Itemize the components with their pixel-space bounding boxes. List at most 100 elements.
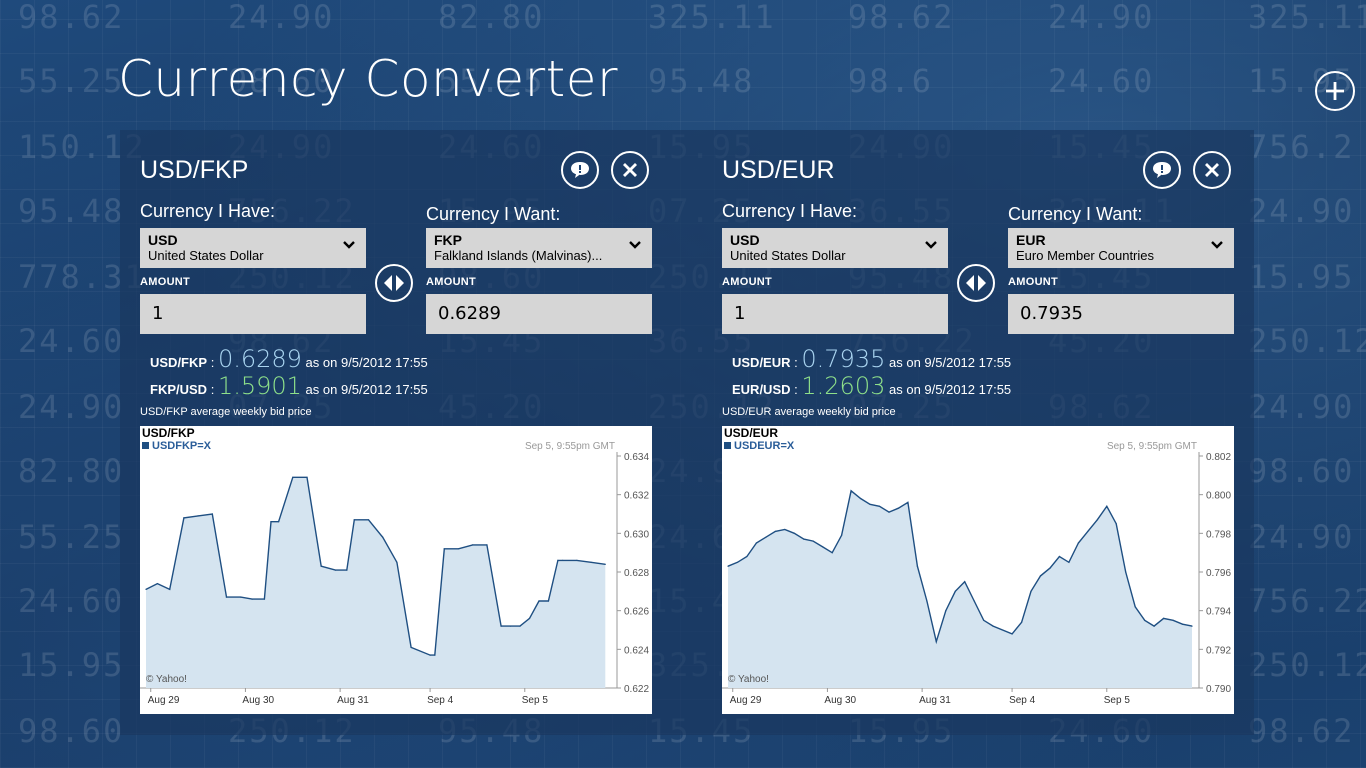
data-point — [1068, 561, 1070, 563]
x-tick-label: Sep 4 — [427, 695, 454, 706]
x-tick-label: Aug 30 — [824, 695, 856, 706]
swap-currencies-button[interactable] — [375, 264, 413, 302]
data-point — [292, 476, 294, 478]
data-point — [878, 505, 881, 507]
chart-timestamp: Sep 5, 9:55pm GMT — [525, 441, 615, 452]
background-number: 756.2 — [1248, 128, 1355, 166]
data-point — [145, 588, 147, 590]
currency-name: United States Dollar — [148, 248, 264, 263]
background-number: 95.48 — [648, 62, 755, 100]
x-tick-label: Aug 30 — [242, 695, 274, 706]
data-point — [486, 544, 488, 546]
rate-timestamp: as on 9/5/2012 17:55 — [889, 355, 1012, 370]
amount-have-label: AMOUNT — [722, 276, 773, 288]
y-tick-label: 0.790 — [1206, 684, 1231, 695]
data-point — [803, 538, 805, 540]
currency-want-select[interactable]: FKP Falkland Islands (Malvinas)... — [426, 228, 652, 268]
data-point — [1096, 519, 1098, 521]
page-title: Currency Converter — [118, 50, 619, 108]
rate-timestamp: as on 9/5/2012 17:55 — [305, 382, 428, 397]
legend-label: USDEUR=X — [734, 440, 795, 452]
data-point — [353, 519, 355, 521]
data-point — [1049, 567, 1051, 569]
y-tick-label: 0.796 — [1206, 568, 1231, 579]
data-point — [382, 536, 384, 538]
add-pair-button[interactable] — [1315, 71, 1355, 111]
data-point — [510, 625, 512, 627]
currency-name: United States Dollar — [730, 248, 846, 263]
currency-card-usd-eur: USD/EUR Currency I Have: Currency I Want… — [702, 130, 1234, 730]
rate-value: 1.2603 — [801, 372, 886, 400]
amount-want-input[interactable]: 0.7935 — [1008, 294, 1234, 334]
data-point — [211, 513, 213, 515]
chart-caption: USD/EUR average weekly bid price — [722, 406, 896, 418]
data-point — [263, 598, 265, 600]
data-point — [793, 532, 795, 534]
background-number: 82.80 — [18, 452, 125, 490]
background-number: 756.22 — [1248, 582, 1366, 620]
y-tick-label: 0.792 — [1206, 645, 1231, 656]
currency-name: Euro Member Countries — [1016, 248, 1154, 263]
data-point — [992, 625, 994, 627]
currency-have-select[interactable]: USD United States Dollar — [722, 228, 948, 268]
plus-icon — [1326, 82, 1344, 100]
data-point — [1125, 571, 1127, 573]
chart-usd-fkp: USD/FKP USDFKP=X Sep 5, 9:55pm GMT 0.622 0.6… — [140, 426, 652, 714]
data-point — [1153, 625, 1155, 627]
comment-button[interactable] — [1143, 151, 1181, 189]
data-point — [604, 563, 606, 565]
data-point — [1163, 617, 1165, 619]
amount-have-input[interactable]: 1 — [722, 294, 948, 334]
amount-want-input[interactable]: 0.6289 — [426, 294, 652, 334]
currency-have-label: Currency I Have: — [140, 201, 276, 221]
rate-separator: : — [794, 382, 798, 397]
swap-currencies-button[interactable] — [957, 264, 995, 302]
data-point — [1172, 619, 1174, 621]
x-tick-label: Aug 29 — [730, 695, 762, 706]
amount-have-input[interactable]: 1 — [140, 294, 366, 334]
data-point — [547, 600, 549, 602]
rate-line-inverse: EUR/USD : 1.2603 as on 9/5/2012 17:55 — [732, 372, 1011, 400]
background-number: 24.90 — [1048, 0, 1155, 36]
rate-line-primary: USD/FKP : 0.6289 as on 9/5/2012 17:55 — [150, 345, 428, 373]
background-number: 98.62 — [18, 0, 125, 36]
data-point — [590, 561, 592, 563]
data-point — [434, 654, 436, 656]
data-point — [812, 540, 814, 542]
data-point — [443, 548, 445, 550]
rate-pair: EUR/USD — [732, 382, 791, 397]
data-point — [240, 596, 242, 598]
data-point — [429, 654, 431, 656]
close-icon — [1205, 163, 1219, 177]
background-number: 98.60 — [1248, 452, 1355, 490]
amount-want-label: AMOUNT — [426, 276, 477, 288]
y-tick-label: 0.802 — [1206, 452, 1231, 463]
comment-button[interactable] — [561, 151, 599, 189]
currency-want-label: Currency I Want: — [1008, 204, 1143, 224]
background-number: 55.25 — [438, 62, 545, 100]
currency-card-usd-fkp: USD/FKP Currency I Have: Currency I Want… — [120, 130, 652, 730]
y-tick-label: 0.624 — [624, 645, 649, 656]
background-number: 24.90 — [1248, 388, 1355, 426]
chevron-down-icon — [343, 241, 355, 249]
data-point — [225, 596, 228, 598]
data-point — [538, 600, 540, 602]
rate-separator: : — [210, 382, 215, 397]
data-point — [1134, 606, 1136, 608]
y-tick-label: 0.626 — [624, 607, 649, 618]
close-card-button[interactable] — [611, 151, 649, 189]
rate-timestamp: as on 9/5/2012 17:55 — [305, 355, 428, 370]
chevron-down-icon — [1211, 241, 1223, 249]
close-card-button[interactable] — [1193, 151, 1231, 189]
currency-have-select[interactable]: USD United States Dollar — [140, 228, 366, 268]
y-tick-label: 0.634 — [624, 452, 649, 463]
data-point — [822, 546, 824, 548]
amount-have-label: AMOUNT — [140, 276, 191, 288]
data-point — [557, 559, 559, 561]
data-point — [916, 565, 918, 567]
currency-want-select[interactable]: EUR Euro Member Countries — [1008, 228, 1234, 268]
background-number: 24.60 — [18, 582, 125, 620]
data-point — [197, 515, 199, 517]
